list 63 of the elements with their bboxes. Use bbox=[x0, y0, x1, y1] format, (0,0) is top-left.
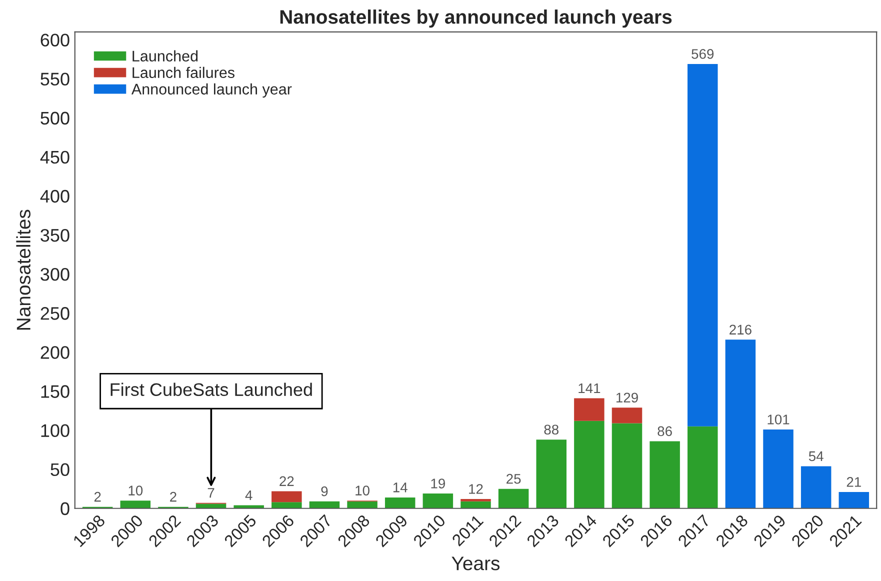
y-tick-label: 350 bbox=[40, 228, 70, 242]
bar bbox=[384, 497, 416, 508]
bar bbox=[272, 491, 302, 502]
y-tick-label: 200 bbox=[40, 346, 70, 359]
total-label: 10 bbox=[128, 486, 143, 496]
total-label: 216 bbox=[730, 324, 752, 335]
x-axis-title: Years bbox=[452, 556, 500, 570]
total-label: 86 bbox=[658, 426, 672, 436]
bar bbox=[800, 466, 832, 508]
bar bbox=[838, 492, 870, 508]
total-label: 9 bbox=[321, 486, 328, 496]
total-label: 54 bbox=[808, 451, 824, 462]
y-tick-label: 150 bbox=[41, 385, 70, 398]
bar bbox=[574, 398, 604, 421]
legend-label: Launched bbox=[132, 50, 198, 62]
annotation: First CubeSats Launched bbox=[110, 382, 312, 396]
bar bbox=[120, 500, 151, 508]
bar bbox=[498, 488, 529, 508]
total-label: 10 bbox=[356, 486, 370, 496]
total-label: 25 bbox=[506, 474, 521, 484]
bar bbox=[612, 408, 642, 424]
bar bbox=[688, 426, 718, 508]
total-label: 7 bbox=[208, 488, 214, 498]
total-label: 141 bbox=[578, 383, 600, 394]
total-label: 12 bbox=[469, 484, 483, 494]
bar bbox=[650, 441, 680, 508]
bar bbox=[422, 494, 454, 508]
bar bbox=[460, 501, 491, 508]
bar bbox=[272, 502, 302, 508]
bar bbox=[347, 501, 378, 508]
total-label: 4 bbox=[245, 490, 252, 500]
total-label: 101 bbox=[768, 414, 790, 424]
y-tick-label: 0 bbox=[60, 502, 70, 516]
bar bbox=[196, 504, 226, 508]
total-label: 569 bbox=[692, 49, 714, 59]
bar bbox=[725, 340, 756, 508]
y-tick-label: 250 bbox=[40, 307, 70, 320]
total-label: 19 bbox=[431, 478, 445, 488]
total-label: 21 bbox=[846, 477, 861, 487]
total-label: 22 bbox=[280, 476, 294, 486]
total-label: 2 bbox=[94, 492, 101, 502]
y-tick-label: 550 bbox=[40, 72, 70, 86]
total-label: 88 bbox=[544, 424, 558, 435]
y-tick-label: 600 bbox=[40, 34, 70, 46]
bar bbox=[612, 423, 642, 508]
y-tick-label: 500 bbox=[40, 112, 70, 125]
bar bbox=[536, 440, 566, 508]
y-tick-label: 300 bbox=[40, 268, 70, 281]
y-tick-label: 50 bbox=[50, 463, 70, 476]
bar bbox=[574, 420, 604, 508]
total-label: 129 bbox=[616, 392, 638, 403]
y-axis-title: Nanosatellites bbox=[16, 210, 31, 330]
bar bbox=[763, 429, 794, 508]
y-tick-label: 100 bbox=[41, 424, 70, 437]
chart-title: Nanosatellites by announced launch years bbox=[280, 10, 672, 28]
total-label: 2 bbox=[170, 492, 176, 502]
y-tick-label: 400 bbox=[40, 190, 70, 203]
bar bbox=[309, 501, 340, 508]
y-tick-label: 450 bbox=[40, 150, 70, 164]
bar bbox=[688, 64, 718, 426]
total-label: 14 bbox=[393, 482, 408, 492]
legend-label: Announced launch year bbox=[131, 83, 292, 98]
legend-label: Launch failures bbox=[132, 66, 234, 78]
